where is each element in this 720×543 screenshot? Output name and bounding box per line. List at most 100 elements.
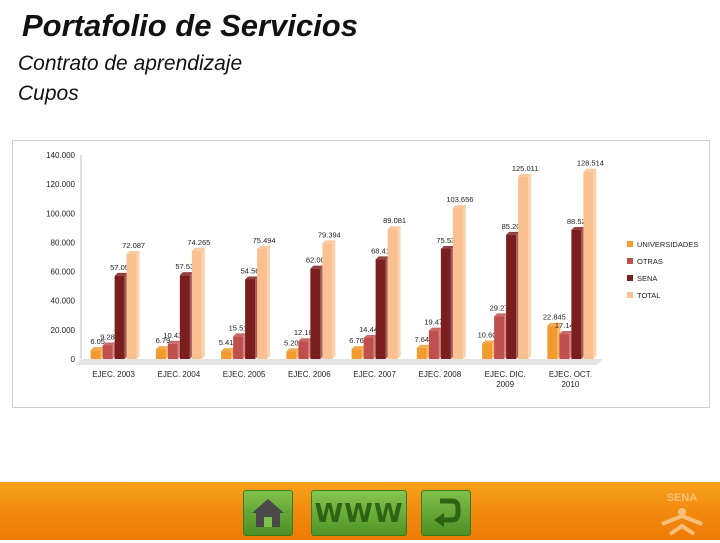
data-label: 10.600 bbox=[478, 331, 501, 340]
category-label: EJEC. 2005 bbox=[223, 370, 266, 379]
bar bbox=[90, 350, 101, 359]
bar bbox=[506, 234, 517, 359]
data-label: 75.494 bbox=[253, 236, 276, 245]
data-label: 57.053 bbox=[110, 263, 133, 272]
bar-top bbox=[583, 168, 597, 172]
data-label: 68.410 bbox=[371, 246, 394, 255]
category-label: 2010 bbox=[561, 380, 579, 389]
data-label: 79.394 bbox=[318, 230, 341, 239]
legend-swatch bbox=[627, 275, 633, 281]
bar-top bbox=[547, 322, 561, 326]
bar-top bbox=[114, 272, 128, 276]
bar-top bbox=[322, 240, 336, 244]
bar-top bbox=[428, 327, 442, 331]
category-label: EJEC. DIC. bbox=[485, 370, 526, 379]
bar-chart: 0 20.000 40.000 60.000 80.000 100.000 120.000 1… bbox=[46, 151, 698, 389]
legend-swatch bbox=[627, 292, 633, 298]
www-button[interactable]: WWW bbox=[311, 490, 407, 536]
category-label: EJEC. 2003 bbox=[92, 370, 135, 379]
www-label: WWW bbox=[314, 499, 404, 529]
bar bbox=[375, 259, 386, 359]
bar-top bbox=[257, 245, 271, 249]
bar bbox=[257, 248, 268, 359]
bar-top bbox=[298, 338, 312, 342]
legend-entry: TOTAL bbox=[637, 291, 660, 300]
y-tick-label: 0 bbox=[71, 355, 76, 364]
bar bbox=[416, 347, 427, 359]
data-label: 85.200 bbox=[502, 222, 525, 231]
subtitle-cupos: Cupos bbox=[18, 82, 79, 105]
legend-swatch bbox=[627, 258, 633, 264]
bar bbox=[286, 351, 297, 359]
return-button[interactable] bbox=[421, 490, 471, 536]
bar bbox=[102, 345, 113, 359]
bar-top bbox=[452, 204, 466, 208]
bar bbox=[387, 229, 398, 359]
bar-top bbox=[90, 347, 104, 351]
data-label: 12.187 bbox=[294, 328, 317, 337]
bar bbox=[559, 334, 570, 359]
y-tick-label: 140.000 bbox=[46, 151, 75, 160]
bar bbox=[452, 207, 463, 359]
category-label: EJEC. 2004 bbox=[158, 370, 201, 379]
bar-top bbox=[310, 265, 324, 269]
bar-top bbox=[126, 250, 140, 254]
bar bbox=[126, 253, 137, 359]
data-label: 88.528 bbox=[567, 217, 590, 226]
bar-side bbox=[397, 226, 401, 359]
bar bbox=[233, 336, 244, 359]
bar bbox=[191, 250, 202, 359]
data-label: 10.438 bbox=[163, 331, 186, 340]
bar bbox=[494, 316, 505, 359]
bar-top bbox=[375, 256, 389, 260]
bar bbox=[363, 337, 374, 359]
legend-entry: SENA bbox=[637, 274, 657, 283]
bar bbox=[518, 176, 529, 359]
bar bbox=[310, 268, 321, 359]
bar-top bbox=[179, 272, 193, 276]
bar bbox=[167, 343, 178, 359]
bar-top bbox=[167, 340, 181, 344]
bar-top bbox=[351, 346, 365, 350]
y-tick-label: 80.000 bbox=[51, 238, 76, 247]
bar-top bbox=[221, 348, 235, 352]
bar bbox=[245, 279, 256, 359]
data-label: 72.087 bbox=[122, 241, 145, 250]
subtitle-contract: Contrato de aprendizaje bbox=[18, 52, 243, 75]
data-label: 6.765 bbox=[349, 336, 368, 345]
bar bbox=[155, 349, 166, 359]
data-label: 7.648 bbox=[414, 335, 433, 344]
legend-swatch bbox=[627, 241, 633, 247]
data-label: 14.444 bbox=[359, 325, 382, 334]
bar-top bbox=[286, 348, 300, 352]
data-label: 15.515 bbox=[229, 323, 252, 332]
chart-frame: 0 20.000 40.000 60.000 80.000 100.000 120.000 1… bbox=[12, 140, 710, 408]
bar-side bbox=[462, 204, 466, 359]
home-button[interactable] bbox=[243, 490, 293, 536]
category-label: EJEC. 2006 bbox=[288, 370, 331, 379]
data-label: 6.05 bbox=[90, 337, 105, 346]
legend-entry: OTRAS bbox=[637, 257, 663, 266]
bar bbox=[428, 330, 439, 359]
bar-top bbox=[245, 276, 259, 280]
bar-side bbox=[332, 240, 336, 359]
logo-text: SENA bbox=[667, 492, 698, 504]
bar-top bbox=[518, 173, 532, 177]
bar-top bbox=[416, 344, 430, 348]
data-label: 54.563 bbox=[241, 266, 264, 275]
data-label: 5.204 bbox=[284, 338, 303, 347]
data-label: 62.008 bbox=[306, 256, 329, 265]
bar-top bbox=[191, 247, 205, 251]
category-label: 2009 bbox=[496, 380, 514, 389]
bar-top bbox=[155, 346, 169, 350]
data-label: 75.530 bbox=[436, 236, 459, 245]
bar-side bbox=[528, 173, 532, 359]
bar bbox=[571, 230, 582, 359]
data-label: 125.011 bbox=[512, 164, 539, 173]
category-label: EJEC. 2008 bbox=[419, 370, 462, 379]
category-label: EJEC. 2007 bbox=[353, 370, 396, 379]
bar-side bbox=[267, 245, 271, 359]
data-label: 6.79 bbox=[156, 336, 171, 345]
data-label: 103.656 bbox=[446, 195, 473, 204]
y-tick-label: 40.000 bbox=[51, 297, 76, 306]
